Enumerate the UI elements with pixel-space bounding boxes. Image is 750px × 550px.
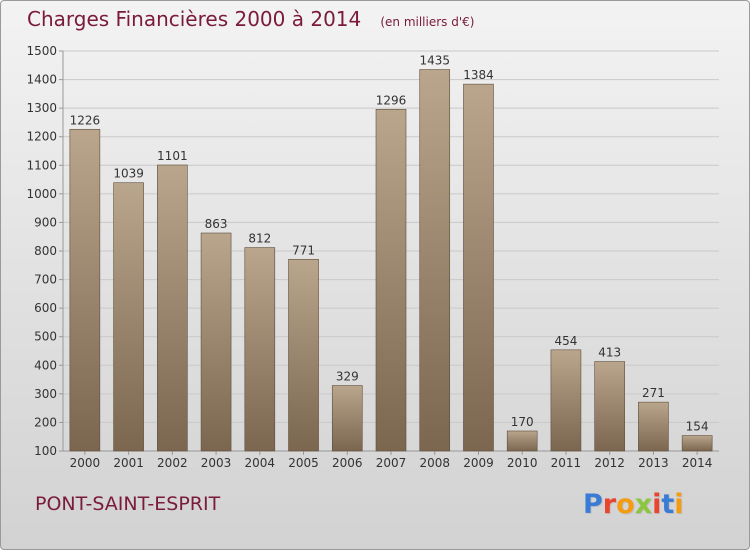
x-tick-label: 2012 [594,456,625,470]
x-tick-label: 2009 [463,456,494,470]
x-tick-label: 2010 [507,456,538,470]
logo-letter: x [634,489,653,520]
bar-2003 [200,232,232,452]
x-tick-label: 2011 [551,456,582,470]
y-tick-label: 500 [34,330,57,344]
logo-letter: i [652,489,662,520]
bar-2008 [419,69,451,452]
y-tick-label: 1200 [26,130,57,144]
y-tick-label: 400 [34,358,57,372]
y-tick-label: 200 [34,415,57,429]
bar-2002 [157,164,188,452]
bar-2007 [375,108,407,452]
value-label: 329 [336,370,359,384]
value-label: 271 [642,386,665,400]
value-label: 771 [292,243,315,257]
place-name: PONT-SAINT-ESPRIT [35,493,221,515]
value-label: 413 [598,346,621,360]
bar-2009 [463,83,494,452]
y-tick-label: 1400 [26,73,57,87]
logo-letter: i [674,489,684,520]
value-label: 863 [205,217,228,231]
bar-2012 [594,361,625,452]
x-tick-label: 2013 [638,456,669,470]
x-tick-label: 2007 [376,456,407,470]
x-tick-label: 2006 [332,456,363,470]
logo-letter: o [616,489,635,520]
value-label: 812 [248,232,271,246]
x-tick-label: 2003 [201,456,232,470]
chart-unit: (en milliers d'€) [380,15,475,29]
bar-2001 [113,182,144,452]
y-tick-label: 100 [34,444,57,458]
value-label: 1039 [113,167,144,181]
x-tick-label: 2002 [157,456,188,470]
value-label: 1296 [376,93,407,107]
x-tick-label: 2001 [113,456,144,470]
chart-title-block: Charges Financières 2000 à 2014 (en mill… [27,7,474,31]
logo-letter: P [583,489,603,520]
x-tick-label: 2004 [245,456,276,470]
bar-2006 [331,385,363,452]
y-tick-label: 300 [34,387,57,401]
value-label: 154 [686,420,709,434]
value-label: 1226 [70,113,101,127]
bar-2013 [638,401,669,452]
y-tick-label: 1100 [26,158,57,172]
value-label: 1101 [157,149,188,163]
y-tick-label: 700 [34,273,57,287]
logo-letter: t [661,489,675,520]
y-tick-label: 1500 [26,44,57,58]
x-tick-label: 2005 [288,456,319,470]
bar-2004 [244,247,276,452]
value-label: 1384 [463,68,494,82]
y-tick-label: 900 [34,215,57,229]
x-tick-label: 2000 [70,456,101,470]
proxiti-logo[interactable]: Proxiti [583,489,684,520]
bar-2000 [69,128,101,452]
bar-2005 [288,258,319,452]
value-label: 454 [554,334,577,348]
value-label: 170 [511,415,534,429]
bars [69,69,713,452]
bar-2011 [550,349,582,452]
bar-2010 [506,430,538,452]
value-label: 1435 [419,54,450,68]
y-tick-label: 1300 [26,101,57,115]
y-tick-label: 600 [34,301,57,315]
x-tick-label: 2014 [682,456,713,470]
chart-title: Charges Financières 2000 à 2014 [27,7,362,31]
labels: 100 200 300 400 500 600 700 800 900 1000 1100 1200 1… [26,44,712,470]
y-tick-label: 1000 [26,187,57,201]
x-tick-label: 2008 [419,456,450,470]
logo-letter: r [602,489,617,520]
y-tick-label: 800 [34,244,57,258]
bar-2014 [681,435,713,452]
